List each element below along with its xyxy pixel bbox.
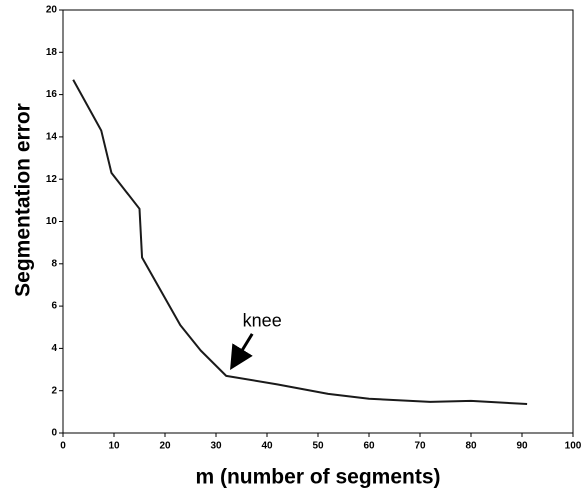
data-line [72, 79, 528, 406]
x-tick-label: 20 [159, 441, 171, 452]
y-axis-label: Segmentation error [12, 103, 35, 297]
x-tick-label: 60 [363, 441, 375, 452]
annotation-arrow [230, 333, 254, 371]
y-tick-label: 2 [51, 385, 57, 396]
annotation: knee [243, 311, 282, 331]
x-tick-label: 10 [108, 441, 120, 452]
y-tick-label: 6 [51, 301, 57, 312]
y-tick-label: 4 [51, 343, 57, 354]
y-tick-label: 10 [46, 216, 58, 227]
y-tick-label: 18 [46, 47, 58, 58]
x-tick-label: 30 [210, 441, 222, 452]
x-tick-label: 70 [414, 441, 426, 452]
y-tick-label: 12 [46, 174, 58, 185]
x-tick-label: 50 [312, 441, 324, 452]
y-tick-label: 14 [46, 132, 58, 143]
y-tick-label: 8 [51, 258, 57, 269]
x-tick-label: 100 [565, 441, 582, 452]
x-axis-label: m (number of segments) [195, 466, 440, 489]
y-tick-label: 0 [51, 428, 57, 439]
x-tick-label: 80 [465, 441, 477, 452]
y-tick-label: 16 [46, 89, 58, 100]
x-tick-label: 90 [516, 441, 528, 452]
y-tick-label: 20 [46, 5, 58, 16]
x-tick-label: 40 [261, 441, 273, 452]
x-tick-label: 0 [60, 441, 66, 452]
